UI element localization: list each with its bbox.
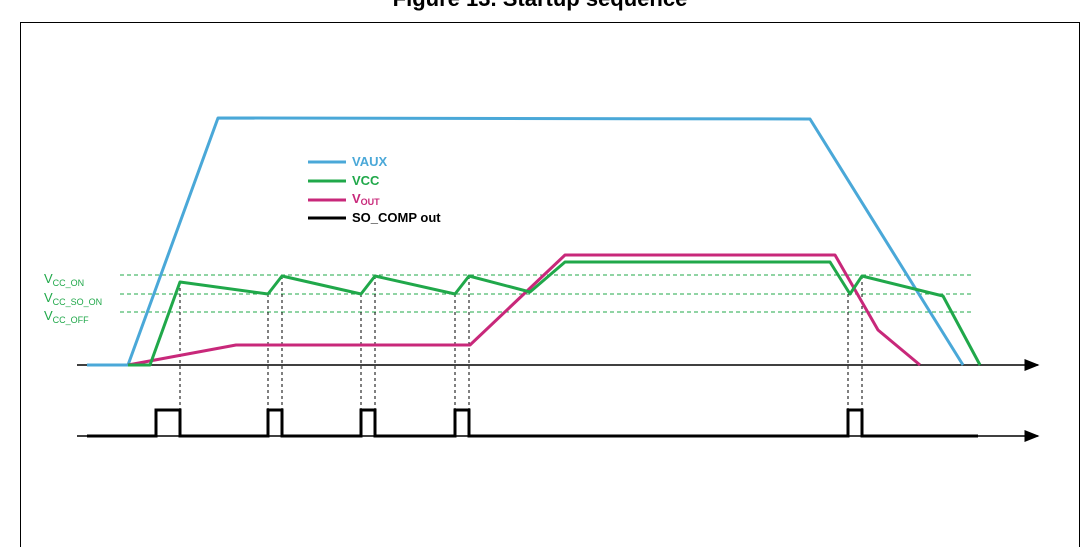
- legend-label-so-comp: SO_COMP out: [352, 210, 441, 225]
- vaux-trace: [87, 118, 963, 365]
- vout-trace: [128, 255, 920, 365]
- vcc-so-on-label: VCC_SO_ON: [44, 290, 102, 307]
- vcc-on-label: VCC_ON: [44, 271, 84, 288]
- legend: VAUX VCC VOUT SO_COMP out: [308, 154, 441, 225]
- legend-label-vout: VOUT: [352, 191, 380, 207]
- vcc-off-label: VCC_OFF: [44, 308, 89, 325]
- legend-label-vcc: VCC: [352, 173, 380, 188]
- vcc-trace: [128, 262, 980, 365]
- so-comp-out-trace: [87, 410, 978, 436]
- legend-label-vaux: VAUX: [352, 154, 387, 169]
